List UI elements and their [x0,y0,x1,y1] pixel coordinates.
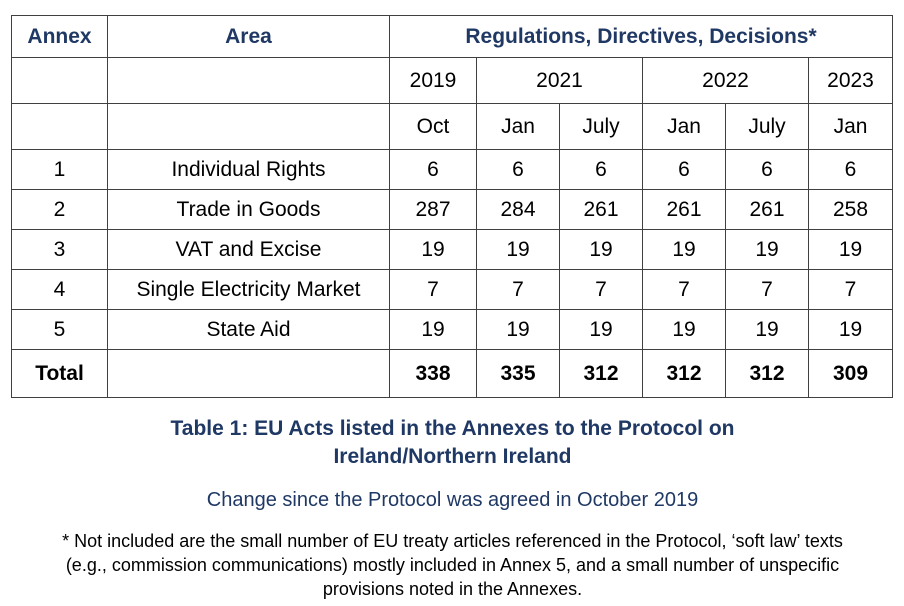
empty-cell [107,57,390,104]
value-cell: 261 [559,189,643,230]
annex-cell: 2 [11,189,108,230]
table-header-row: Annex Area Regulations, Directives, Deci… [11,15,894,58]
area-cell: Single Electricity Market [107,269,390,310]
annex-cell: 5 [11,309,108,350]
empty-cell [11,103,108,150]
year-cell-2019: 2019 [389,57,477,104]
year-cell-2022: 2022 [642,57,809,104]
annex-cell: 4 [11,269,108,310]
table-row: 3 VAT and Excise 19 19 19 19 19 19 [11,229,894,270]
table-subtitle: Change since the Protocol was agreed in … [206,488,699,511]
total-value-cell: 338 [389,349,477,398]
empty-cell [107,349,390,398]
table-row: 5 State Aid 19 19 19 19 19 19 [11,309,894,350]
year-cell-2021: 2021 [476,57,643,104]
value-cell: 19 [807,309,894,350]
value-cell: 6 [807,149,894,190]
area-header-cell: Area [107,15,390,58]
table-row: 4 Single Electricity Market 7 7 7 7 7 7 [11,269,894,310]
table-row: 2 Trade in Goods 287 284 261 261 261 258 [11,189,894,230]
total-label-cell: Total [11,349,108,398]
total-value-cell: 312 [725,349,809,398]
value-cell: 258 [807,189,894,230]
empty-cell [11,57,108,104]
total-value-cell: 335 [476,349,560,398]
month-cell: July [559,103,643,150]
value-cell: 19 [807,229,894,270]
table-caption: Table 1: EU Acts listed in the Annexes t… [170,417,735,469]
value-cell: 284 [476,189,560,230]
annex-cell: 1 [11,149,108,190]
value-cell: 6 [725,149,809,190]
value-cell: 7 [559,269,643,310]
value-cell: 19 [642,309,726,350]
month-cell: Jan [807,103,894,150]
month-cell: Jan [642,103,726,150]
value-cell: 261 [725,189,809,230]
value-cell: 6 [476,149,560,190]
area-cell: VAT and Excise [107,229,390,270]
month-row: Oct Jan July Jan July Jan [11,103,894,150]
annex-cell: 3 [11,229,108,270]
area-cell: Individual Rights [107,149,390,190]
value-cell: 6 [559,149,643,190]
value-cell: 6 [642,149,726,190]
empty-cell [107,103,390,150]
value-cell: 19 [389,309,477,350]
footnote: * Not included are the small number of E… [62,530,843,600]
value-cell: 7 [389,269,477,310]
value-cell: 7 [642,269,726,310]
value-cell: 6 [389,149,477,190]
eu-acts-table: Annex Area Regulations, Directives, Deci… [11,15,894,398]
value-cell: 19 [476,229,560,270]
regulations-header-cell: Regulations, Directives, Decisions* [388,15,894,58]
value-cell: 19 [476,309,560,350]
total-value-cell: 309 [807,349,894,398]
month-cell: Jan [476,103,560,150]
total-value-cell: 312 [559,349,643,398]
annex-header-cell: Annex [11,15,108,58]
value-cell: 7 [807,269,894,310]
value-cell: 287 [389,189,477,230]
total-row: Total 338 335 312 312 312 309 [11,349,894,398]
value-cell: 7 [725,269,809,310]
value-cell: 19 [725,229,809,270]
value-cell: 19 [389,229,477,270]
month-cell: Oct [389,103,477,150]
value-cell: 19 [725,309,809,350]
value-cell: 19 [559,309,643,350]
value-cell: 19 [559,229,643,270]
total-value-cell: 312 [642,349,726,398]
area-cell: Trade in Goods [107,189,390,230]
table-row: 1 Individual Rights 6 6 6 6 6 6 [11,149,894,190]
year-cell-2023: 2023 [807,57,894,104]
year-row: 2019 2021 2022 2023 [11,57,894,104]
value-cell: 261 [642,189,726,230]
value-cell: 19 [642,229,726,270]
value-cell: 7 [476,269,560,310]
month-cell: July [725,103,809,150]
area-cell: State Aid [107,309,390,350]
